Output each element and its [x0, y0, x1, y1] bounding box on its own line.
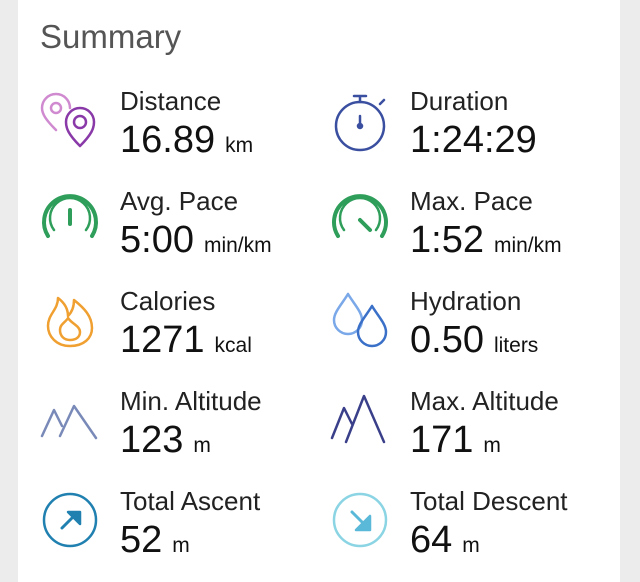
- hydration-icon: [332, 292, 388, 348]
- stat-unit: min/km: [493, 234, 562, 257]
- stat: Duration 1:24:29: [410, 86, 620, 168]
- duration-icon: [334, 94, 386, 152]
- stat: Avg. Pace 5:00 min/km: [120, 186, 330, 268]
- stat-unit: kcal: [214, 334, 252, 357]
- stat-unit: m: [193, 434, 211, 457]
- stat-label: Distance: [120, 86, 222, 116]
- stat-value-row: 16.89 km: [120, 120, 330, 168]
- stat: Max. Altitude 171 m: [410, 386, 620, 468]
- stat-unit: liters: [493, 334, 539, 357]
- max-altitude-icon: [330, 394, 386, 444]
- ascent-icon: [42, 492, 98, 548]
- stat-value-row: 1:52 min/km: [410, 220, 620, 268]
- stat-value-row: 64 m: [410, 520, 620, 568]
- avg-pace-icon: [42, 194, 98, 238]
- stat-value-row: 52 m: [120, 520, 330, 568]
- stat-unit: m: [483, 434, 501, 457]
- calories-icon: [46, 296, 94, 348]
- stat-value: 16.89: [120, 119, 216, 161]
- distance-icon: [40, 92, 96, 148]
- stat-label: Calories: [120, 286, 216, 316]
- stat-label: Max. Altitude: [410, 386, 559, 416]
- stat-value: 1:24:29: [410, 119, 537, 161]
- stat-unit: min/km: [203, 234, 272, 257]
- max-pace-icon: [332, 194, 388, 238]
- stat-label: Min. Altitude: [120, 386, 262, 416]
- stat-value-row: 0.50 liters: [410, 320, 620, 368]
- stat-value: 1271: [120, 319, 205, 361]
- stat: Total Descent 64 m: [410, 486, 620, 568]
- stat-value-row: 1:24:29: [410, 120, 620, 168]
- stat-value: 171: [410, 419, 474, 461]
- stat-value: 0.50: [410, 319, 484, 361]
- stat-value: 5:00: [120, 219, 194, 261]
- stat-label: Avg. Pace: [120, 186, 239, 216]
- summary-card: [18, 0, 620, 582]
- min-altitude-icon: [40, 404, 98, 440]
- section-title: Summary: [40, 18, 182, 55]
- stat-label: Max. Pace: [410, 186, 533, 216]
- stat-value-row: 123 m: [120, 420, 330, 468]
- stat-unit: km: [225, 134, 254, 157]
- stat-value-row: 1271 kcal: [120, 320, 330, 368]
- stat-value: 123: [120, 419, 184, 461]
- stat: Total Ascent 52 m: [120, 486, 330, 568]
- stat-label: Hydration: [410, 286, 522, 316]
- stat: Distance 16.89 km: [120, 86, 330, 168]
- stat-value-row: 171 m: [410, 420, 620, 468]
- stat: Hydration 0.50 liters: [410, 286, 620, 368]
- stat-unit: m: [172, 534, 190, 557]
- stat-label: Total Ascent: [120, 486, 261, 516]
- stat-value: 1:52: [410, 219, 484, 261]
- stat-label: Total Descent: [410, 486, 568, 516]
- stat-value-row: 5:00 min/km: [120, 220, 330, 268]
- stat-unit: m: [462, 534, 480, 557]
- stat-value: 52: [120, 519, 163, 561]
- descent-icon: [332, 492, 388, 548]
- stat-label: Duration: [410, 86, 509, 116]
- stat: Min. Altitude 123 m: [120, 386, 330, 468]
- stat-value: 64: [410, 519, 453, 561]
- stat: Max. Pace 1:52 min/km: [410, 186, 620, 268]
- stat: Calories 1271 kcal: [120, 286, 330, 368]
